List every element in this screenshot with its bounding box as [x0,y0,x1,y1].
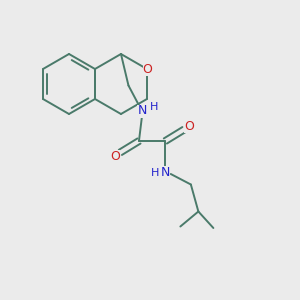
Text: N: N [137,104,147,118]
Text: O: O [184,119,194,133]
Text: O: O [110,149,120,163]
Text: N: N [161,166,170,179]
Text: H: H [150,102,159,112]
Text: H: H [151,167,159,178]
Text: O: O [142,62,152,76]
